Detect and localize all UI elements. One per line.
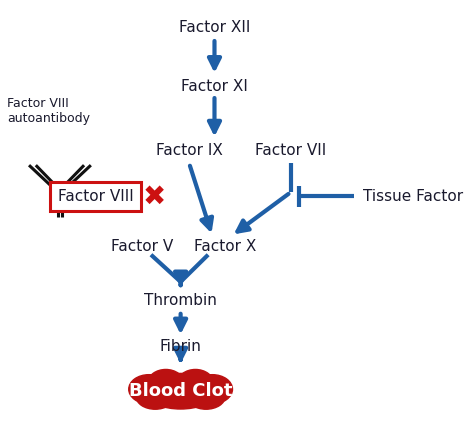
Ellipse shape xyxy=(153,373,208,403)
Ellipse shape xyxy=(149,382,212,409)
Text: Thrombin: Thrombin xyxy=(144,293,217,308)
Text: Factor V: Factor V xyxy=(111,239,173,254)
Ellipse shape xyxy=(129,375,169,404)
Text: Factor VII: Factor VII xyxy=(255,143,326,158)
Ellipse shape xyxy=(192,375,232,404)
Text: Factor XII: Factor XII xyxy=(179,20,250,35)
Text: Factor VIII
autoantibody: Factor VIII autoantibody xyxy=(7,97,90,125)
Text: Tissue Factor: Tissue Factor xyxy=(363,189,463,204)
Text: Factor XI: Factor XI xyxy=(181,78,248,94)
Ellipse shape xyxy=(177,369,213,397)
Ellipse shape xyxy=(187,384,225,409)
Text: Factor IX: Factor IX xyxy=(155,143,222,158)
Text: Factor X: Factor X xyxy=(194,239,256,254)
Ellipse shape xyxy=(136,384,174,409)
Text: Fibrin: Fibrin xyxy=(160,339,201,354)
Text: ✖: ✖ xyxy=(143,182,166,211)
Ellipse shape xyxy=(148,369,184,397)
Text: Blood Clot: Blood Clot xyxy=(129,382,232,400)
Text: Factor VIII: Factor VIII xyxy=(58,189,134,204)
FancyBboxPatch shape xyxy=(50,182,141,211)
